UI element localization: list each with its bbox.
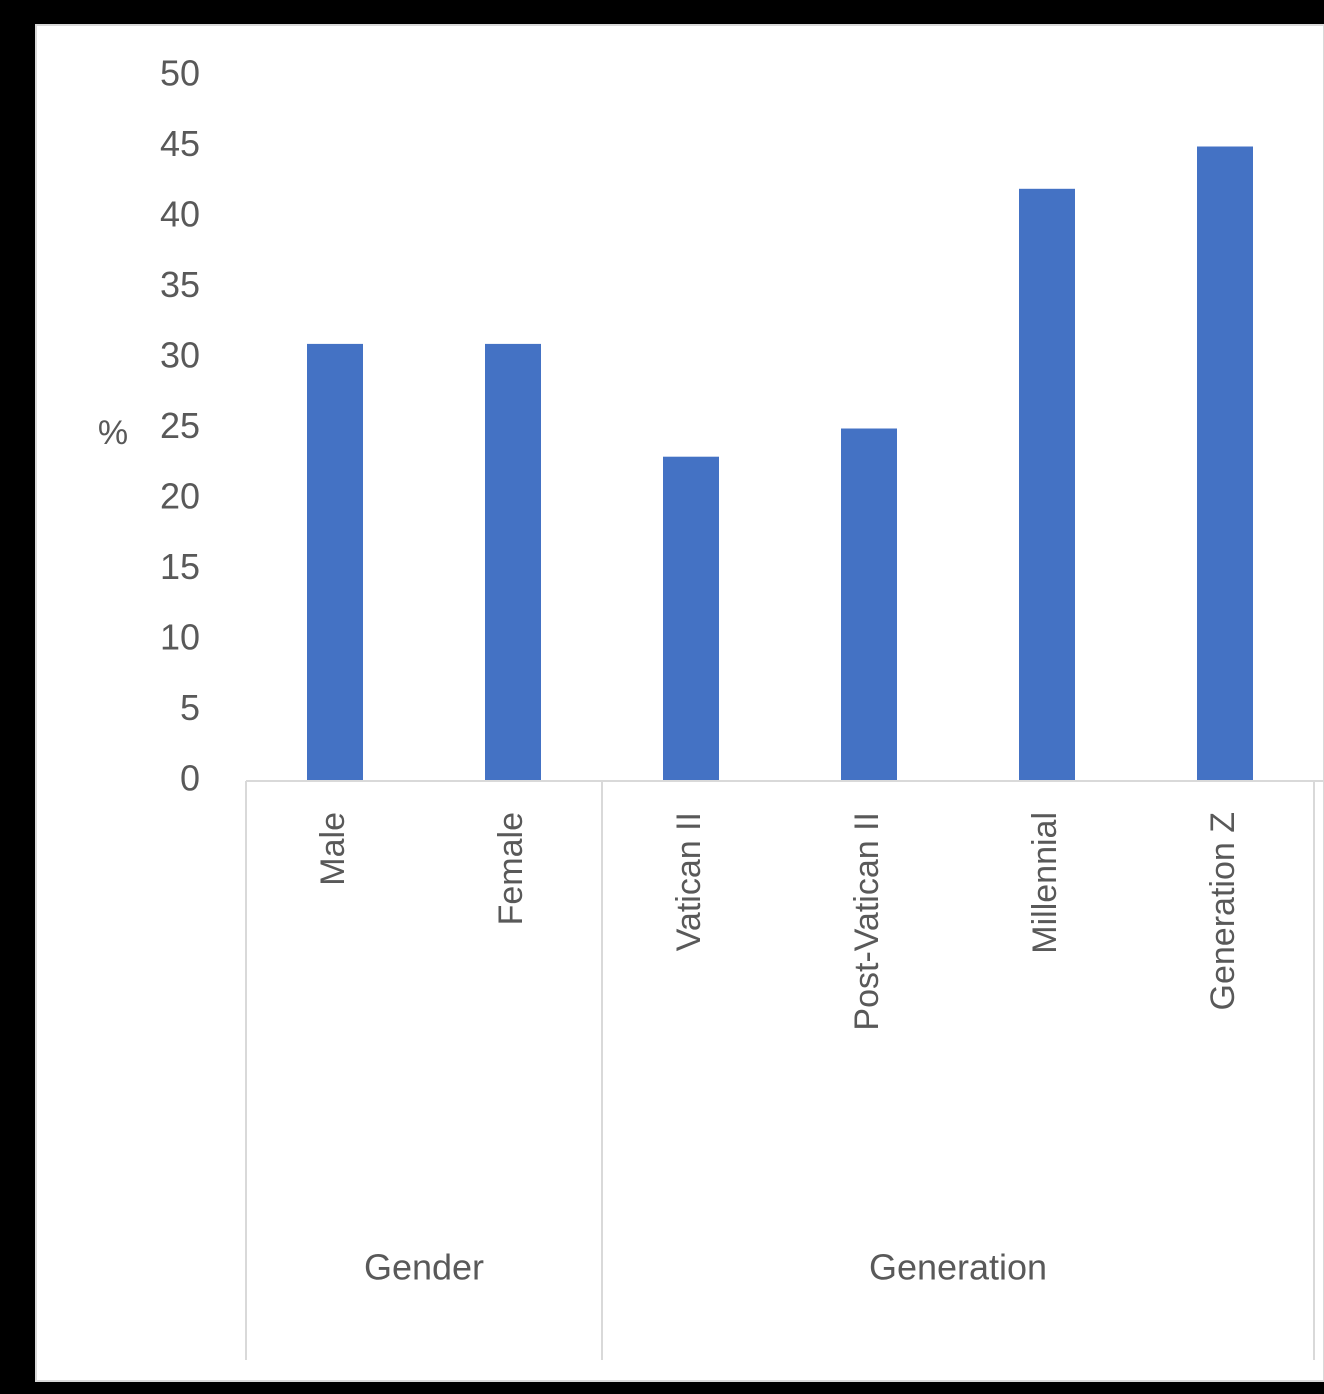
- group-label: Generation: [869, 1247, 1047, 1288]
- x-tick-label: Vatican II: [670, 812, 708, 951]
- y-tick-label: 35: [160, 264, 200, 305]
- y-axis: 0 5 10 15 20 25 30 35 40 45 50: [160, 53, 200, 799]
- bar: [485, 343, 541, 781]
- bar: [663, 456, 719, 781]
- bars-group: [307, 146, 1253, 782]
- x-tick-label: Male: [314, 812, 352, 886]
- group-label: Gender: [364, 1247, 484, 1288]
- y-tick-label: 20: [160, 476, 200, 517]
- group-labels: Gender Generation: [364, 1247, 1047, 1288]
- y-axis-label: %: [98, 414, 128, 452]
- x-tick-label: Generation Z: [1204, 812, 1242, 1010]
- y-tick-label: 30: [160, 335, 200, 376]
- y-tick-label: 10: [160, 617, 200, 658]
- bar: [307, 343, 363, 781]
- x-axis: [245, 780, 1324, 1360]
- x-tick-label: Female: [492, 812, 530, 925]
- y-tick-label: 5: [180, 687, 200, 728]
- y-tick-label: 15: [160, 546, 200, 587]
- y-tick-label: 50: [160, 53, 200, 94]
- y-tick-label: 0: [180, 758, 200, 799]
- y-tick-label: 45: [160, 123, 200, 164]
- bar: [841, 428, 897, 781]
- bar: [1019, 188, 1075, 782]
- x-tick-label: Post-Vatican II: [848, 812, 886, 1031]
- category-labels: Male Female Vatican II Post-Vatican II Mille…: [314, 812, 1242, 1031]
- y-tick-label: 25: [160, 405, 200, 446]
- y-tick-label: 40: [160, 194, 200, 235]
- bar: [1197, 146, 1253, 781]
- x-tick-label: Millennial: [1026, 812, 1064, 954]
